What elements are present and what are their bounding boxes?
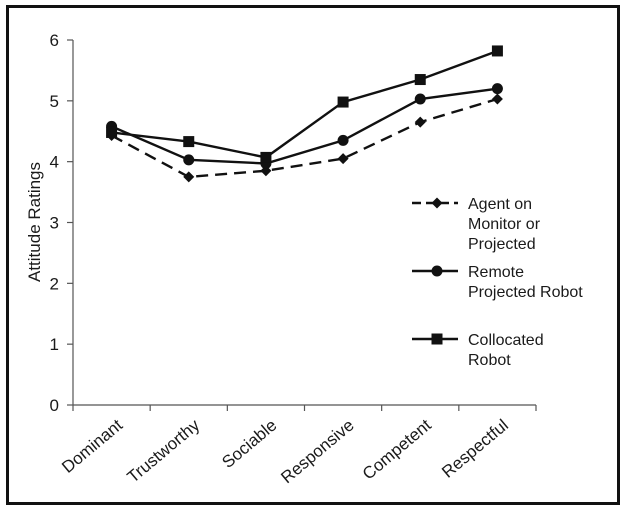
legend-entry: Collocated Robot <box>412 332 544 369</box>
legend-entry: Remote Projected Robot <box>412 264 583 301</box>
square-marker <box>491 45 503 57</box>
chart-frame <box>6 5 620 505</box>
y-tick-label: 0 <box>50 396 59 415</box>
legend-label: Projected <box>468 236 536 253</box>
series-line <box>111 49 498 159</box>
circle-marker <box>183 154 195 166</box>
square-marker <box>260 151 272 163</box>
diamond-marker <box>337 153 349 165</box>
x-tick-label: Trustworthy <box>124 415 204 487</box>
chart-legend: Agent on Monitor or Projected Remote Project… <box>412 196 583 369</box>
diamond-marker <box>431 197 443 209</box>
legend-label: Projected Robot <box>468 284 583 301</box>
square-marker <box>183 136 195 148</box>
y-tick-label: 2 <box>50 274 59 293</box>
circle-marker <box>491 83 503 95</box>
diamond-marker <box>414 116 426 128</box>
y-tick-label: 5 <box>50 92 59 111</box>
y-tick-label: 4 <box>50 153 59 172</box>
series-line <box>111 97 498 179</box>
x-tick-label: Competent <box>359 415 435 483</box>
x-tick-label: Dominant <box>58 415 126 476</box>
series-circle <box>106 83 503 169</box>
diamond-marker <box>491 93 503 105</box>
legend-entry: Agent on Monitor or Projected <box>412 196 541 253</box>
circle-marker <box>337 134 349 146</box>
square-marker <box>431 333 443 345</box>
y-tick-label: 1 <box>50 335 59 354</box>
y-tick-label: 3 <box>50 214 59 233</box>
square-marker <box>414 74 426 86</box>
legend-label: Agent on <box>468 196 532 213</box>
legend-label: Collocated <box>468 332 544 349</box>
series-square <box>106 45 503 163</box>
legend-label: Monitor or <box>468 216 541 233</box>
chart-series <box>106 45 503 183</box>
series-line <box>111 87 498 165</box>
legend-label: Remote <box>468 264 524 281</box>
circle-marker <box>414 93 426 105</box>
x-tick-label: Sociable <box>218 416 280 472</box>
diamond-marker <box>183 171 195 183</box>
x-tick-label: Respectful <box>438 416 512 482</box>
y-tick-label: 6 <box>50 31 59 50</box>
x-tick-label: Responsive <box>277 416 357 488</box>
y-axis-title: Attitude Ratings <box>25 162 44 282</box>
square-marker <box>337 96 349 108</box>
square-marker <box>106 126 118 138</box>
legend-label: Robot <box>468 352 511 369</box>
circle-marker <box>431 265 443 277</box>
